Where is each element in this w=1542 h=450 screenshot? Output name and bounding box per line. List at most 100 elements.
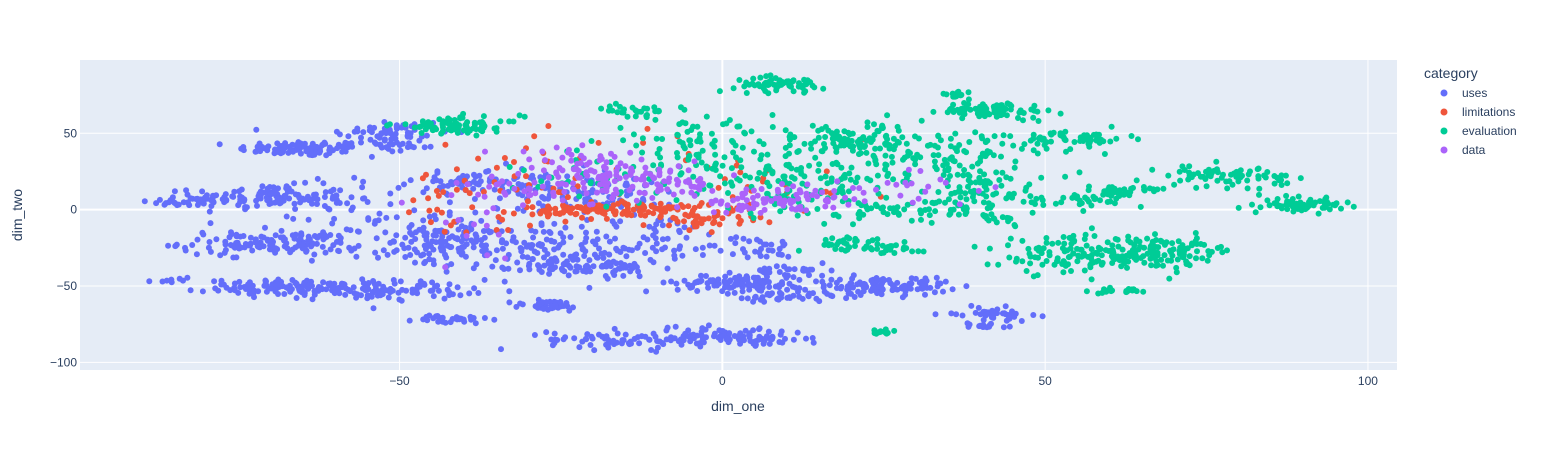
point-uses [572, 268, 579, 275]
point-evaluation [1137, 255, 1144, 261]
point-evaluation [750, 215, 757, 221]
point-evaluation [811, 84, 818, 91]
point-uses [259, 183, 266, 190]
point-limitations [544, 213, 551, 220]
point-uses [646, 223, 653, 230]
point-evaluation [833, 128, 840, 135]
point-evaluation [1012, 223, 1019, 230]
point-uses [261, 282, 268, 289]
point-uses [282, 192, 289, 199]
point-limitations [480, 188, 487, 195]
point-uses [744, 295, 751, 302]
point-uses [398, 297, 405, 304]
point-evaluation [1141, 187, 1148, 194]
point-evaluation [1107, 138, 1114, 145]
point-evaluation [1160, 262, 1166, 269]
point-uses [586, 284, 593, 291]
point-uses [333, 199, 340, 206]
point-uses [276, 281, 283, 288]
point-uses [606, 238, 613, 245]
point-uses [371, 220, 378, 227]
point-limitations [640, 222, 647, 229]
point-uses [729, 251, 736, 258]
x-tick-label: 0 [719, 374, 726, 388]
point-evaluation [1177, 177, 1184, 184]
point-uses [513, 303, 520, 310]
point-evaluation [1098, 252, 1105, 259]
point-uses [446, 281, 453, 288]
point-evaluation [963, 196, 970, 203]
point-evaluation [883, 162, 890, 169]
point-uses [296, 194, 303, 201]
point-data [633, 197, 640, 204]
point-evaluation [1201, 241, 1208, 248]
point-data [761, 199, 768, 206]
point-uses [671, 335, 678, 342]
point-data [555, 181, 562, 188]
point-evaluation [982, 181, 988, 188]
point-data [819, 189, 826, 196]
point-evaluation [930, 108, 937, 115]
point-uses [206, 239, 213, 245]
point-uses [704, 280, 711, 287]
point-uses [699, 252, 706, 258]
point-uses [937, 280, 944, 287]
point-evaluation [1350, 203, 1357, 210]
point-evaluation [464, 129, 471, 136]
point-evaluation [769, 112, 776, 118]
point-evaluation [750, 75, 757, 82]
point-uses [478, 242, 485, 249]
point-data [670, 191, 677, 198]
point-evaluation [836, 134, 843, 141]
point-evaluation [1000, 132, 1007, 139]
point-uses [683, 234, 690, 241]
point-uses [427, 143, 434, 150]
point-uses [314, 175, 321, 182]
point-evaluation [882, 152, 889, 159]
point-uses [268, 191, 275, 198]
point-evaluation [1149, 238, 1156, 245]
point-limitations [529, 204, 536, 211]
point-evaluation [935, 189, 942, 195]
point-uses [365, 215, 372, 222]
point-evaluation [864, 206, 871, 213]
point-data [917, 168, 924, 174]
point-limitations [657, 200, 664, 207]
point-uses [705, 284, 712, 291]
point-data [486, 183, 493, 190]
point-evaluation [1006, 254, 1013, 261]
point-evaluation [1186, 253, 1193, 260]
point-evaluation [1266, 202, 1273, 209]
point-uses [583, 229, 589, 236]
point-uses [773, 263, 780, 270]
point-uses [750, 298, 757, 305]
point-uses [754, 283, 761, 290]
point-uses [382, 229, 389, 236]
legend-label-evaluation: evaluation [1462, 124, 1517, 138]
point-evaluation [918, 216, 924, 223]
point-uses [733, 279, 740, 286]
point-uses [794, 329, 801, 336]
point-evaluation [1021, 141, 1028, 148]
point-evaluation [1086, 143, 1093, 150]
point-uses [673, 280, 680, 287]
point-uses [518, 248, 525, 255]
point-evaluation [1062, 128, 1069, 135]
point-uses [802, 286, 809, 293]
point-uses [560, 239, 567, 246]
point-uses [828, 267, 835, 274]
point-evaluation [864, 119, 871, 126]
point-limitations [555, 189, 562, 196]
point-limitations [573, 210, 580, 217]
point-uses [968, 302, 975, 309]
point-data [515, 170, 522, 177]
point-uses [746, 238, 753, 245]
point-evaluation [1108, 288, 1115, 295]
point-uses [762, 336, 769, 342]
point-data [542, 157, 548, 164]
point-evaluation [473, 132, 480, 139]
point-uses [447, 319, 454, 326]
point-data [908, 180, 915, 187]
point-data [603, 159, 610, 166]
point-data [775, 188, 782, 195]
